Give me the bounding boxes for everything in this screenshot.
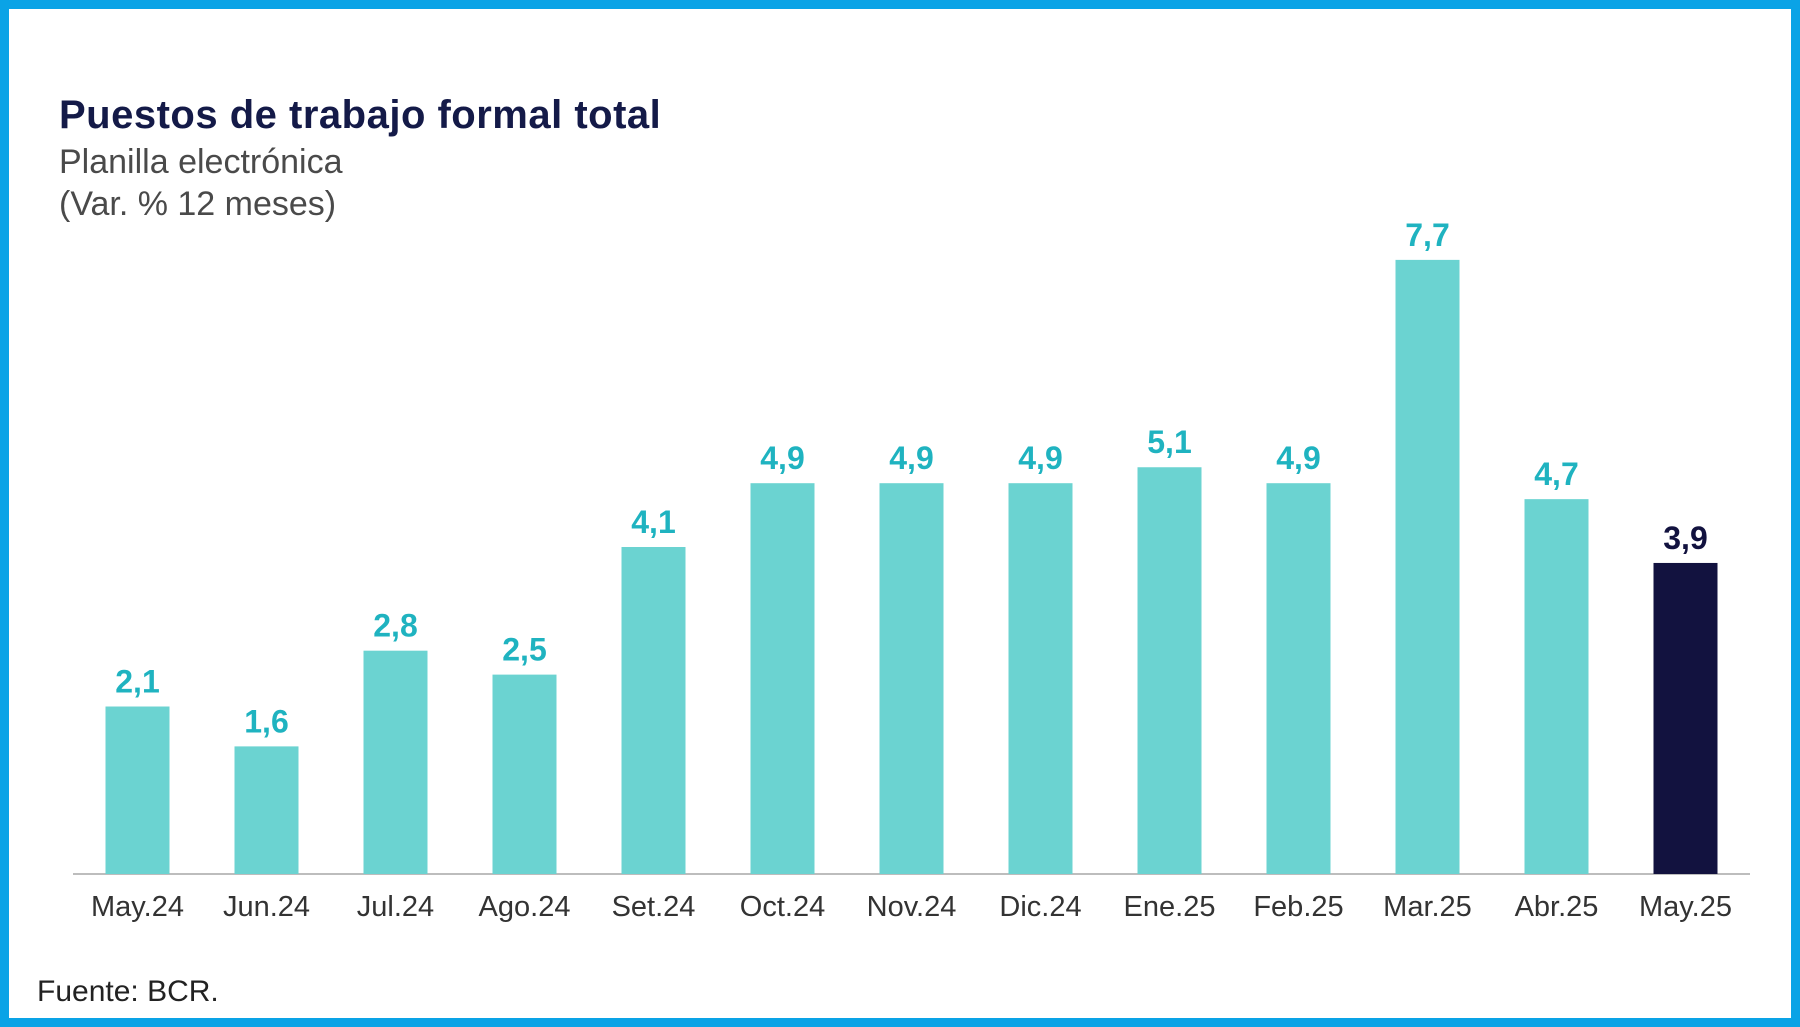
x-tick-label: Oct.24 [740, 891, 825, 923]
data-label: 2,5 [502, 632, 546, 668]
bar [879, 483, 944, 874]
x-tick-label: Ago.24 [479, 891, 571, 923]
chart-title: Puestos de trabajo formal total [59, 93, 662, 137]
x-tick-label: Nov.24 [867, 891, 957, 923]
bar [234, 746, 299, 874]
bar [1137, 467, 1202, 874]
data-label: 4,9 [1018, 440, 1062, 476]
data-label: 4,9 [889, 440, 933, 476]
data-label: 5,1 [1147, 424, 1191, 460]
x-tick-label: Jul.24 [357, 891, 434, 923]
bar [1653, 562, 1718, 874]
data-label: 4,9 [760, 440, 804, 476]
bar [1524, 499, 1589, 874]
data-label: 4,1 [631, 504, 675, 540]
bar [1008, 483, 1073, 874]
bar [1395, 259, 1460, 874]
chart-units: (Var. % 12 meses) [59, 185, 337, 223]
data-label: 2,8 [373, 608, 417, 644]
bar [750, 483, 815, 874]
bar [1266, 483, 1331, 874]
source-note: Fuente: BCR. [37, 975, 219, 1008]
x-tick-label: May.25 [1639, 891, 1732, 923]
x-tick-label: Ene.25 [1124, 891, 1216, 923]
x-tick-label: Dic.24 [999, 891, 1081, 923]
data-label: 4,7 [1534, 456, 1578, 492]
x-tick-label: Jun.24 [223, 891, 310, 923]
data-label: 3,9 [1663, 520, 1707, 556]
bar [105, 706, 170, 874]
data-label: 7,7 [1405, 217, 1449, 253]
chart-subtitle: Planilla electrónica [59, 143, 343, 181]
x-tick-label: Mar.25 [1383, 891, 1472, 923]
x-tick-label: May.24 [91, 891, 184, 923]
bar [363, 650, 428, 874]
data-label: 2,1 [115, 664, 159, 700]
x-tick-label: Set.24 [612, 891, 696, 923]
bar [492, 674, 557, 874]
bar [621, 547, 686, 874]
data-label: 1,6 [244, 703, 288, 739]
data-label: 4,9 [1276, 440, 1320, 476]
x-tick-label: Feb.25 [1253, 891, 1343, 923]
x-tick-label: Abr.25 [1515, 891, 1599, 923]
